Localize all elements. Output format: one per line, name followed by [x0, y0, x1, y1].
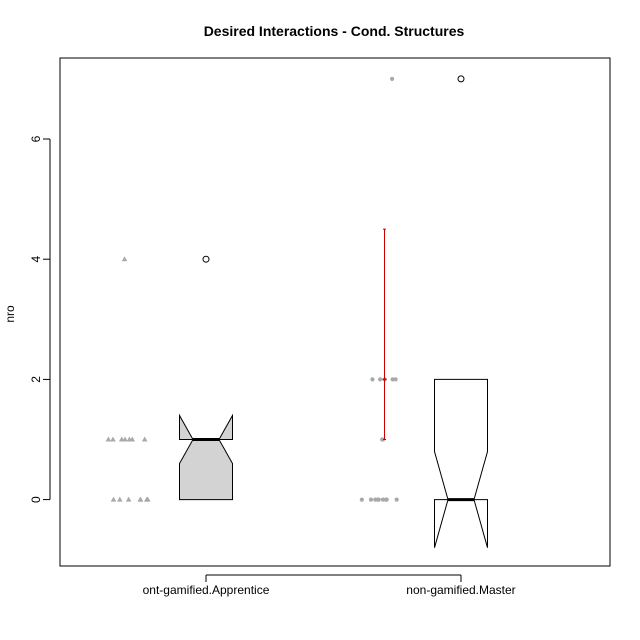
- y-tick-label: 4: [29, 256, 43, 263]
- boxplots: [179, 75, 488, 548]
- x-tick-label: ont-gamified.Apprentice: [143, 583, 270, 597]
- data-point: [390, 377, 395, 382]
- data-point-triangle: [121, 256, 128, 262]
- y-tick-label: 2: [29, 376, 43, 383]
- data-point-triangle: [137, 496, 144, 502]
- y-axis: 0 2 4 6: [29, 135, 51, 503]
- data-point-triangle: [117, 496, 123, 502]
- box: [179, 413, 233, 501]
- data-point-triangle: [125, 496, 132, 502]
- y-tick-label: 6: [29, 135, 43, 142]
- data-point: [368, 497, 374, 502]
- data-point-triangle: [141, 436, 148, 442]
- x-axis: ont-gamified.Apprentice non-gamified.Mast…: [143, 574, 516, 597]
- x-tick-label: non-gamified.Master: [406, 583, 515, 597]
- data-point-triangle: [122, 436, 128, 442]
- plot-frame: [59, 57, 611, 567]
- data-point: [389, 76, 395, 81]
- data-point-triangle: [144, 496, 151, 502]
- data-point: [380, 497, 386, 502]
- outlier-point: [202, 255, 210, 263]
- data-point: [384, 497, 389, 502]
- data-point-triangle: [110, 496, 117, 502]
- box: [434, 378, 488, 548]
- chart-title: Desired Interactions - Cond. Structures: [204, 23, 465, 39]
- data-point: [370, 377, 375, 382]
- y-tick-label: 0: [29, 496, 43, 503]
- data-point: [376, 497, 381, 502]
- data-point: [377, 377, 383, 382]
- jitter-points: [105, 76, 399, 502]
- data-point-triangle: [129, 436, 136, 442]
- data-point-triangle: [110, 436, 116, 442]
- error-bars: [382, 228, 387, 440]
- data-point-triangle: [105, 436, 112, 442]
- outlier-point: [457, 75, 465, 83]
- data-point: [393, 377, 398, 382]
- y-axis-label: nro: [3, 305, 17, 323]
- data-point: [373, 497, 378, 502]
- data-point: [394, 497, 399, 502]
- data-point: [359, 497, 364, 502]
